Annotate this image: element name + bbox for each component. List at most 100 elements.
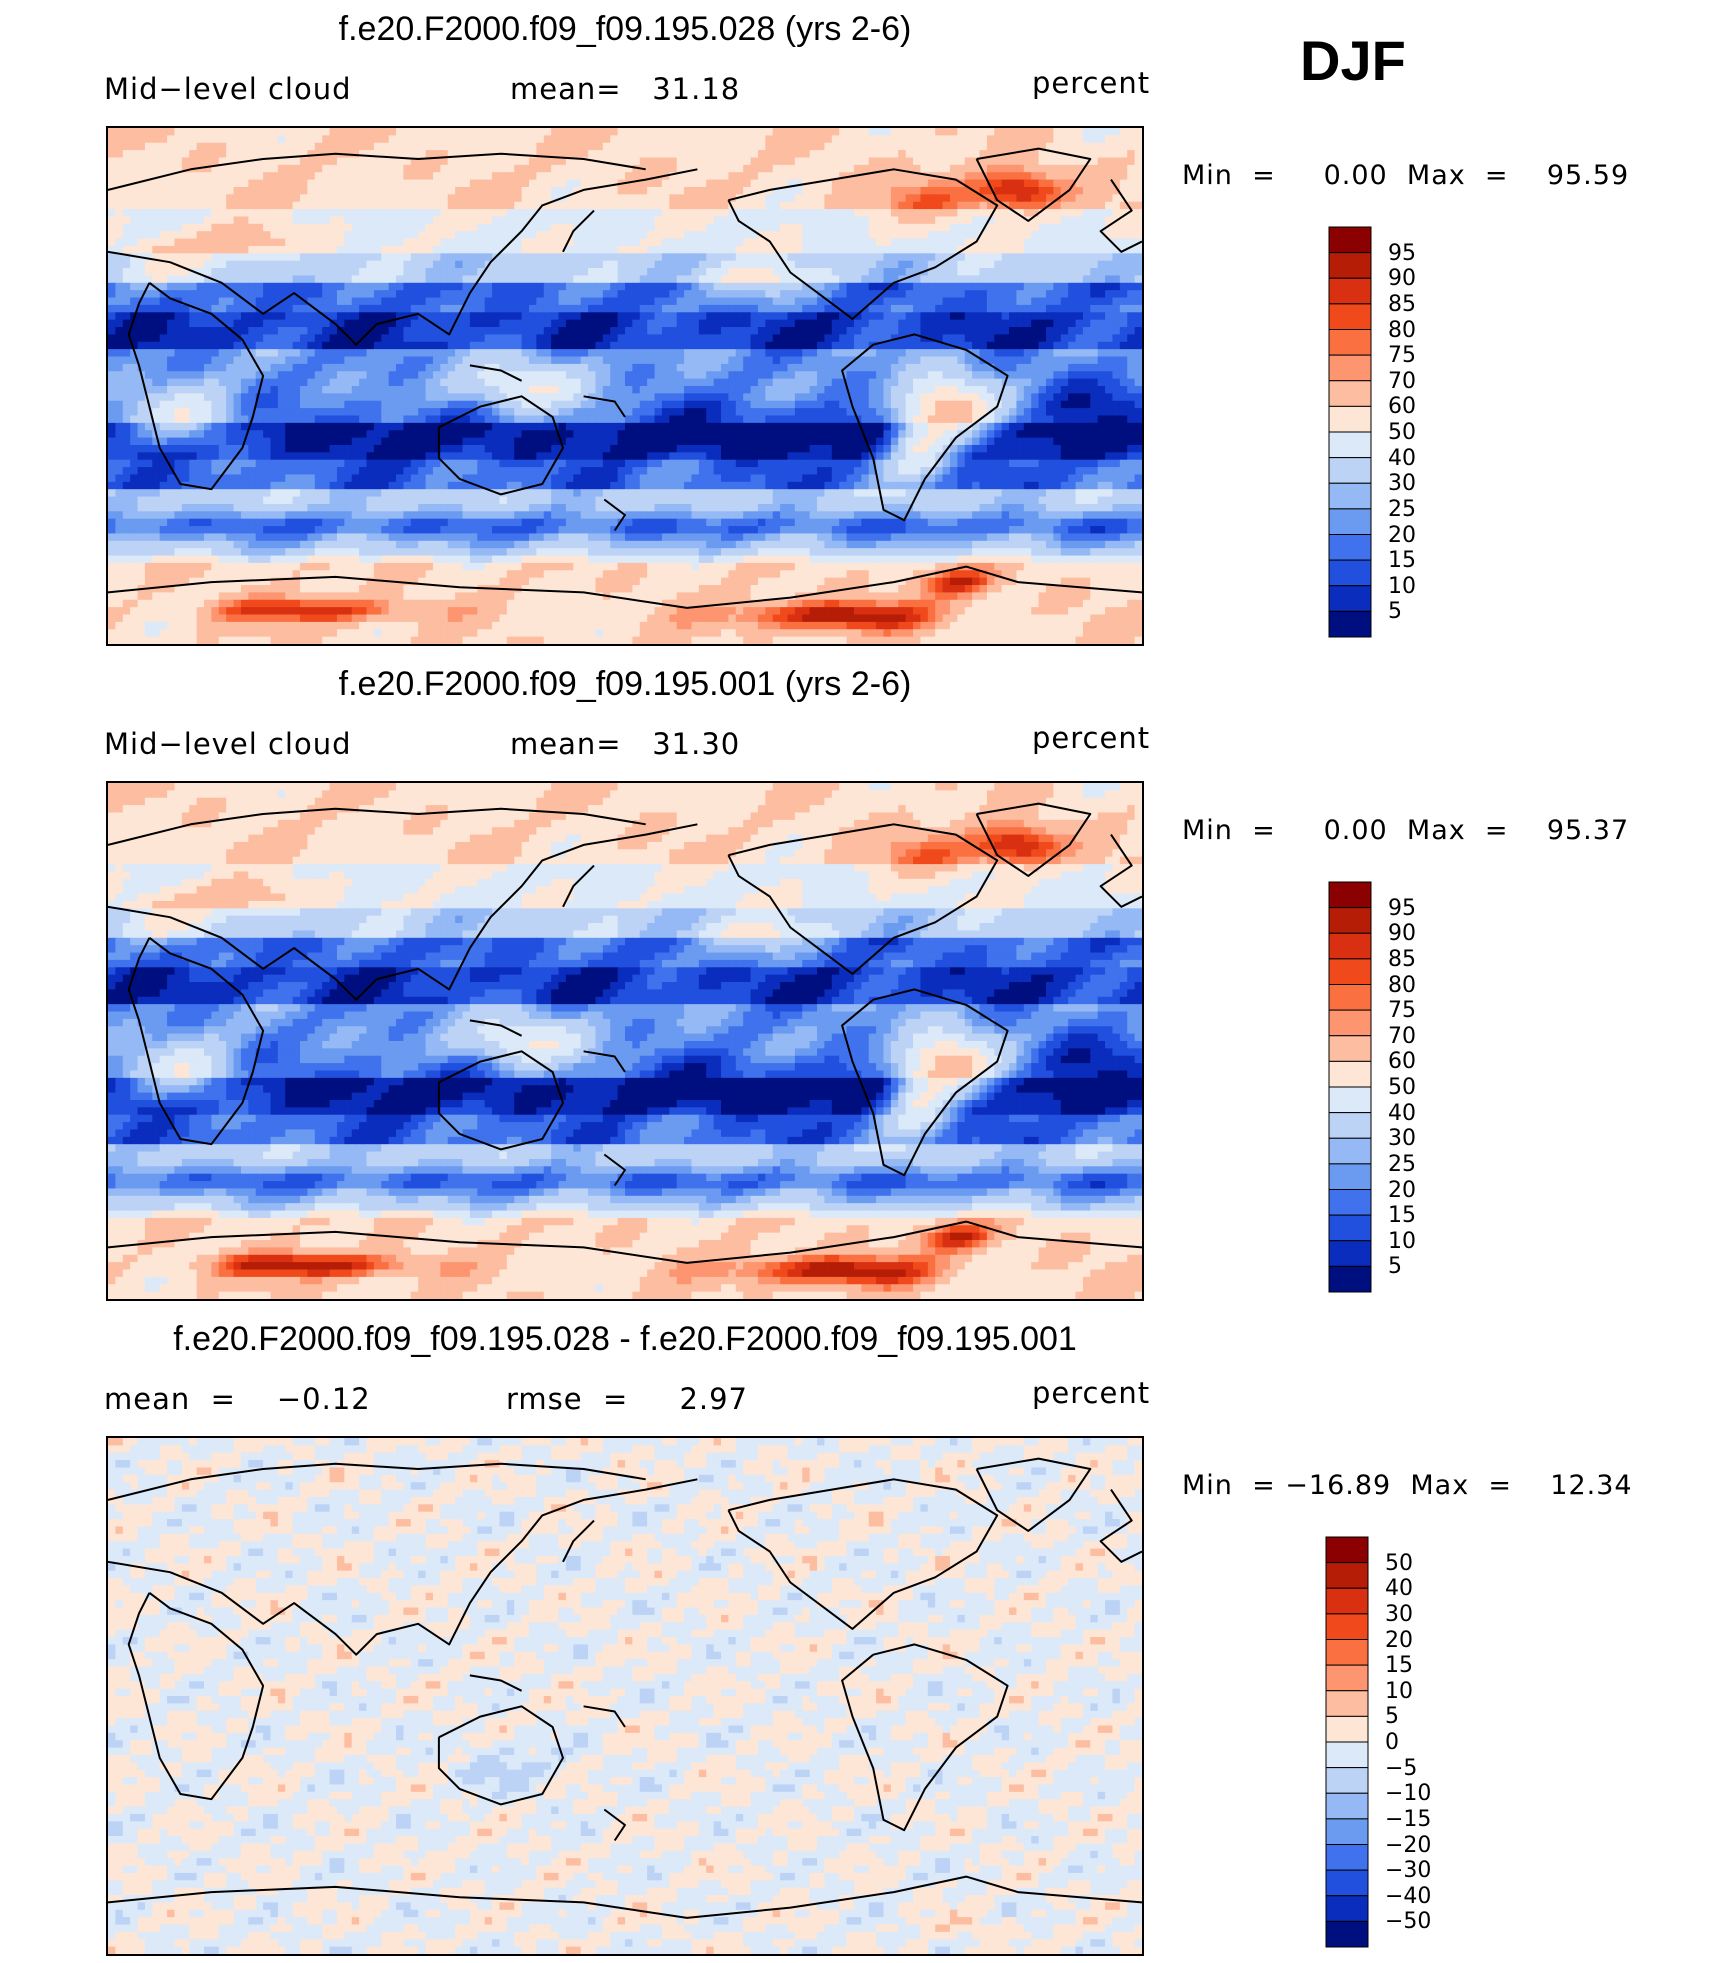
panel1-map-cell — [285, 371, 294, 380]
panel1-map-cell — [735, 231, 744, 240]
panel1-map-cell — [765, 216, 774, 225]
panel1-map-cell — [1134, 223, 1142, 232]
panel1-map-cell — [853, 378, 862, 387]
panel1-map-cell — [543, 275, 552, 284]
panel1-map-cell — [1001, 172, 1010, 181]
panel1-map-cell — [263, 327, 272, 335]
panel1-map-cell — [211, 297, 220, 306]
panel1-map-cell — [625, 253, 633, 262]
panel1-map-cell — [403, 290, 412, 299]
panel1-map-cell — [713, 304, 722, 313]
panel1-map-cell — [322, 356, 331, 365]
panel1-map-cell — [1097, 142, 1106, 151]
panel1-map-cell — [654, 216, 663, 225]
panel1-map-cell — [1009, 378, 1018, 387]
panel1-map-cell — [108, 304, 116, 313]
panel1-map-cell — [661, 386, 670, 394]
panel1-map-cell — [691, 179, 700, 188]
panel1-map-cell — [477, 341, 486, 350]
panel1-map-cell — [1097, 150, 1106, 159]
panel1-map-cell — [846, 201, 855, 210]
panel1-map-cell — [122, 304, 131, 313]
panel1-map-cell — [905, 150, 914, 159]
panel1-map-cell — [329, 231, 338, 240]
panel1-map-cell — [676, 378, 685, 387]
panel1-map-cell — [728, 268, 737, 277]
panel1-map-cell — [373, 238, 382, 247]
panel1-map-cell — [1001, 209, 1010, 218]
panel1-map-cell — [329, 253, 338, 262]
panel1-map-cell — [1038, 135, 1047, 144]
panel1-map-cell — [1060, 201, 1069, 210]
panel1-map-cell — [255, 157, 264, 166]
panel1-map-cell — [462, 194, 471, 203]
panel1-map-cell — [425, 209, 434, 218]
panel1-map-cell — [876, 209, 885, 218]
panel1-map-cell — [824, 327, 833, 335]
panel1-map-cell — [122, 334, 131, 343]
panel1-map-cell — [292, 386, 301, 394]
panel1-map-cell — [949, 334, 958, 343]
panel1-map-cell — [233, 216, 242, 225]
panel1-map-cell — [410, 253, 419, 262]
panel1-map-cell — [174, 186, 183, 195]
panel1-map-cell — [233, 186, 242, 195]
panel1-map-cell — [1001, 297, 1010, 306]
panel1-map-cell — [750, 179, 759, 188]
panel1-map-cell — [159, 349, 168, 358]
panel1-map-cell — [477, 334, 486, 343]
panel1-map-cell — [661, 363, 670, 372]
panel1-map-cell — [167, 238, 176, 247]
panel1-map-cell — [861, 164, 870, 173]
panel1-map-cell — [713, 231, 722, 240]
panel1-map-cell — [735, 341, 744, 350]
panel1-map-cell — [1082, 135, 1091, 144]
panel1-map-cell — [942, 142, 951, 151]
panel1-map-cell — [890, 260, 899, 269]
panel1-map-cell — [152, 253, 161, 262]
panel1-map-cell — [521, 142, 530, 151]
panel1-map-cell — [625, 260, 633, 269]
panel1-map-cell — [543, 349, 552, 358]
panel1-map-cell — [676, 371, 685, 380]
panel1-map-cell — [314, 209, 323, 218]
panel1-map-cell — [787, 245, 796, 254]
panel1-map-cell — [1097, 223, 1106, 232]
panel1-map-cell — [263, 172, 272, 181]
panel1-map-cell — [780, 371, 789, 380]
panel1-map-cell — [647, 282, 656, 291]
panel1-map-cell — [824, 179, 833, 188]
panel1-map-cell — [196, 341, 205, 350]
panel1-map-cell — [314, 356, 323, 365]
panel1-map-cell — [469, 312, 478, 321]
panel1-map-cell — [528, 142, 537, 151]
panel1-map-cell — [661, 157, 670, 166]
panel1-map-cell — [994, 223, 1003, 232]
panel1-map-cell — [573, 312, 582, 321]
panel1-map-cell — [440, 334, 449, 343]
panel1-map-cell — [277, 186, 286, 195]
panel1-map-cell — [972, 312, 981, 321]
panel1-map-cell — [1090, 282, 1099, 291]
panel1-map-cell — [455, 327, 464, 335]
panel1-map-cell — [499, 216, 508, 225]
panel1-map-cell — [159, 253, 168, 262]
panel1-map-cell — [226, 268, 235, 277]
panel1-map-cell — [861, 297, 870, 306]
panel1-map-cell — [144, 319, 153, 328]
panel1-map-cell — [122, 386, 131, 394]
panel1-map-cell — [240, 386, 249, 394]
panel1-map-cell — [1075, 164, 1084, 173]
panel1-map-cell — [1060, 194, 1069, 203]
panel1-map-cell — [410, 386, 419, 394]
panel1-map-cell — [846, 164, 855, 173]
panel1-map-cell — [750, 275, 759, 284]
panel1-map-cell — [270, 378, 279, 387]
panel1-map-cell — [1134, 282, 1142, 291]
panel1-map-cell — [617, 245, 626, 254]
panel1-map-cell — [1031, 334, 1040, 343]
panel1-map-cell — [972, 378, 981, 387]
panel1-map-cell — [1105, 194, 1114, 203]
panel1-map-cell — [410, 164, 419, 173]
panel1-map-cell — [632, 275, 641, 284]
